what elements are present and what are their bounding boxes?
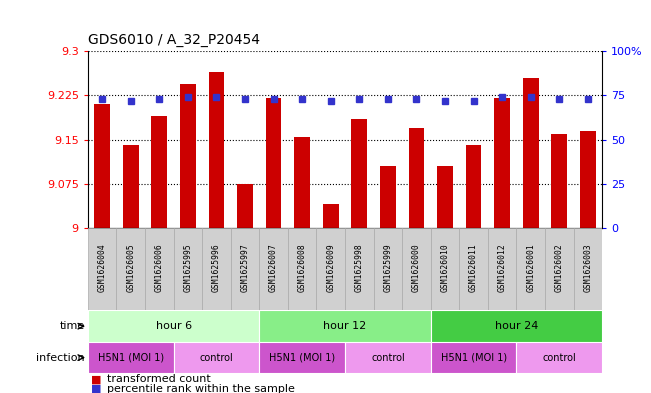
Text: H5N1 (MOI 1): H5N1 (MOI 1) [269, 353, 335, 363]
Text: GSM1626003: GSM1626003 [583, 243, 592, 292]
Bar [345, 342, 431, 373]
Bar [551, 134, 567, 228]
Text: GSM1626004: GSM1626004 [98, 243, 107, 292]
Bar [88, 228, 117, 310]
Bar [323, 204, 339, 228]
Bar [152, 116, 167, 228]
Text: time: time [59, 321, 85, 331]
Text: ■: ■ [91, 374, 102, 384]
Bar [431, 342, 516, 373]
Text: GSM1626002: GSM1626002 [555, 243, 564, 292]
Bar [259, 342, 345, 373]
Bar [580, 131, 596, 228]
Bar [208, 72, 225, 228]
Bar [374, 228, 402, 310]
Text: control: control [200, 353, 233, 363]
Bar [402, 228, 431, 310]
Text: infection: infection [36, 353, 85, 363]
Bar [294, 137, 310, 228]
Bar [88, 342, 174, 373]
Bar [316, 228, 345, 310]
Bar [380, 166, 396, 228]
Text: GSM1626000: GSM1626000 [412, 243, 421, 292]
Text: H5N1 (MOI 1): H5N1 (MOI 1) [441, 353, 506, 363]
Bar [266, 98, 281, 228]
Bar [545, 228, 574, 310]
Bar [460, 228, 488, 310]
Bar [345, 228, 374, 310]
Text: GSM1626011: GSM1626011 [469, 243, 478, 292]
Bar [202, 228, 230, 310]
Text: hour 12: hour 12 [324, 321, 367, 331]
Bar [488, 228, 516, 310]
Text: GSM1626006: GSM1626006 [155, 243, 164, 292]
Bar [523, 78, 538, 228]
Text: control: control [542, 353, 576, 363]
Text: GSM1625995: GSM1625995 [184, 243, 193, 292]
Bar [88, 310, 259, 342]
Bar [180, 84, 196, 228]
Text: H5N1 (MOI 1): H5N1 (MOI 1) [98, 353, 164, 363]
Text: GSM1625996: GSM1625996 [212, 243, 221, 292]
Bar [145, 228, 174, 310]
Text: percentile rank within the sample: percentile rank within the sample [107, 384, 296, 393]
Bar [516, 228, 545, 310]
Bar [174, 342, 259, 373]
Text: GSM1626001: GSM1626001 [526, 243, 535, 292]
Bar [431, 310, 602, 342]
Bar [94, 104, 110, 228]
Bar [174, 228, 202, 310]
Bar [465, 145, 482, 228]
Text: GSM1625999: GSM1625999 [383, 243, 393, 292]
Bar [237, 184, 253, 228]
Text: GSM1625997: GSM1625997 [240, 243, 249, 292]
Bar [431, 228, 460, 310]
Text: GSM1625998: GSM1625998 [355, 243, 364, 292]
Text: transformed count: transformed count [107, 374, 211, 384]
Bar [123, 145, 139, 228]
Text: control: control [371, 353, 405, 363]
Text: hour 6: hour 6 [156, 321, 191, 331]
Bar [288, 228, 316, 310]
Text: GSM1626009: GSM1626009 [326, 243, 335, 292]
Text: GSM1626010: GSM1626010 [441, 243, 450, 292]
Text: ■: ■ [91, 384, 102, 393]
Text: hour 24: hour 24 [495, 321, 538, 331]
Text: GSM1626007: GSM1626007 [269, 243, 278, 292]
Bar [259, 228, 288, 310]
Text: GSM1626012: GSM1626012 [497, 243, 506, 292]
Bar [574, 228, 602, 310]
Bar [409, 128, 424, 228]
Bar [259, 310, 431, 342]
Bar [352, 119, 367, 228]
Text: GSM1626005: GSM1626005 [126, 243, 135, 292]
Bar [117, 228, 145, 310]
Text: GDS6010 / A_32_P20454: GDS6010 / A_32_P20454 [88, 33, 260, 47]
Bar [516, 342, 602, 373]
Bar [494, 98, 510, 228]
Text: GSM1626008: GSM1626008 [298, 243, 307, 292]
Bar [230, 228, 259, 310]
Bar [437, 166, 453, 228]
